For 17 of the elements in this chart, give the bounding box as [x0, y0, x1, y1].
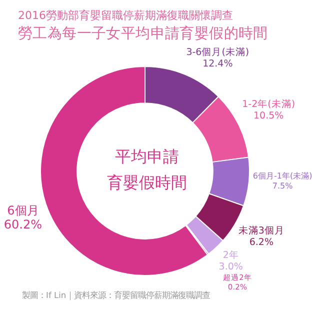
- text: 平均申請: [114, 146, 180, 168]
- chart-title: 勞工為每一子女平均申請育嬰假的時間: [18, 24, 268, 43]
- slice-label: 1-2年(未滿): [242, 98, 296, 110]
- data-label: 60.2%: [4, 217, 42, 232]
- slice-label: 未滿3個月: [238, 224, 284, 236]
- slice-label: 6個月-1年(未滿): [252, 171, 312, 180]
- text: 育嬰假時間: [106, 172, 188, 194]
- data-label: 10.5%: [254, 110, 284, 122]
- data-label: 7.5%: [272, 181, 294, 190]
- slice-label: 6個月: [7, 203, 39, 218]
- data-label: 12.4%: [202, 58, 233, 70]
- slice-label: 2年: [222, 248, 239, 261]
- data-label: 6.2%: [249, 236, 274, 248]
- data-label: 3.0%: [218, 261, 243, 272]
- slice-label: 3-6個月(未滿): [186, 46, 250, 58]
- chart-subtitle: 2016勞動部育嬰留職停薪期滿復職關懷調查: [18, 8, 233, 23]
- text: 製圖：If Lin｜資料來源：育嬰留職停薪期滿復職調查: [22, 290, 210, 301]
